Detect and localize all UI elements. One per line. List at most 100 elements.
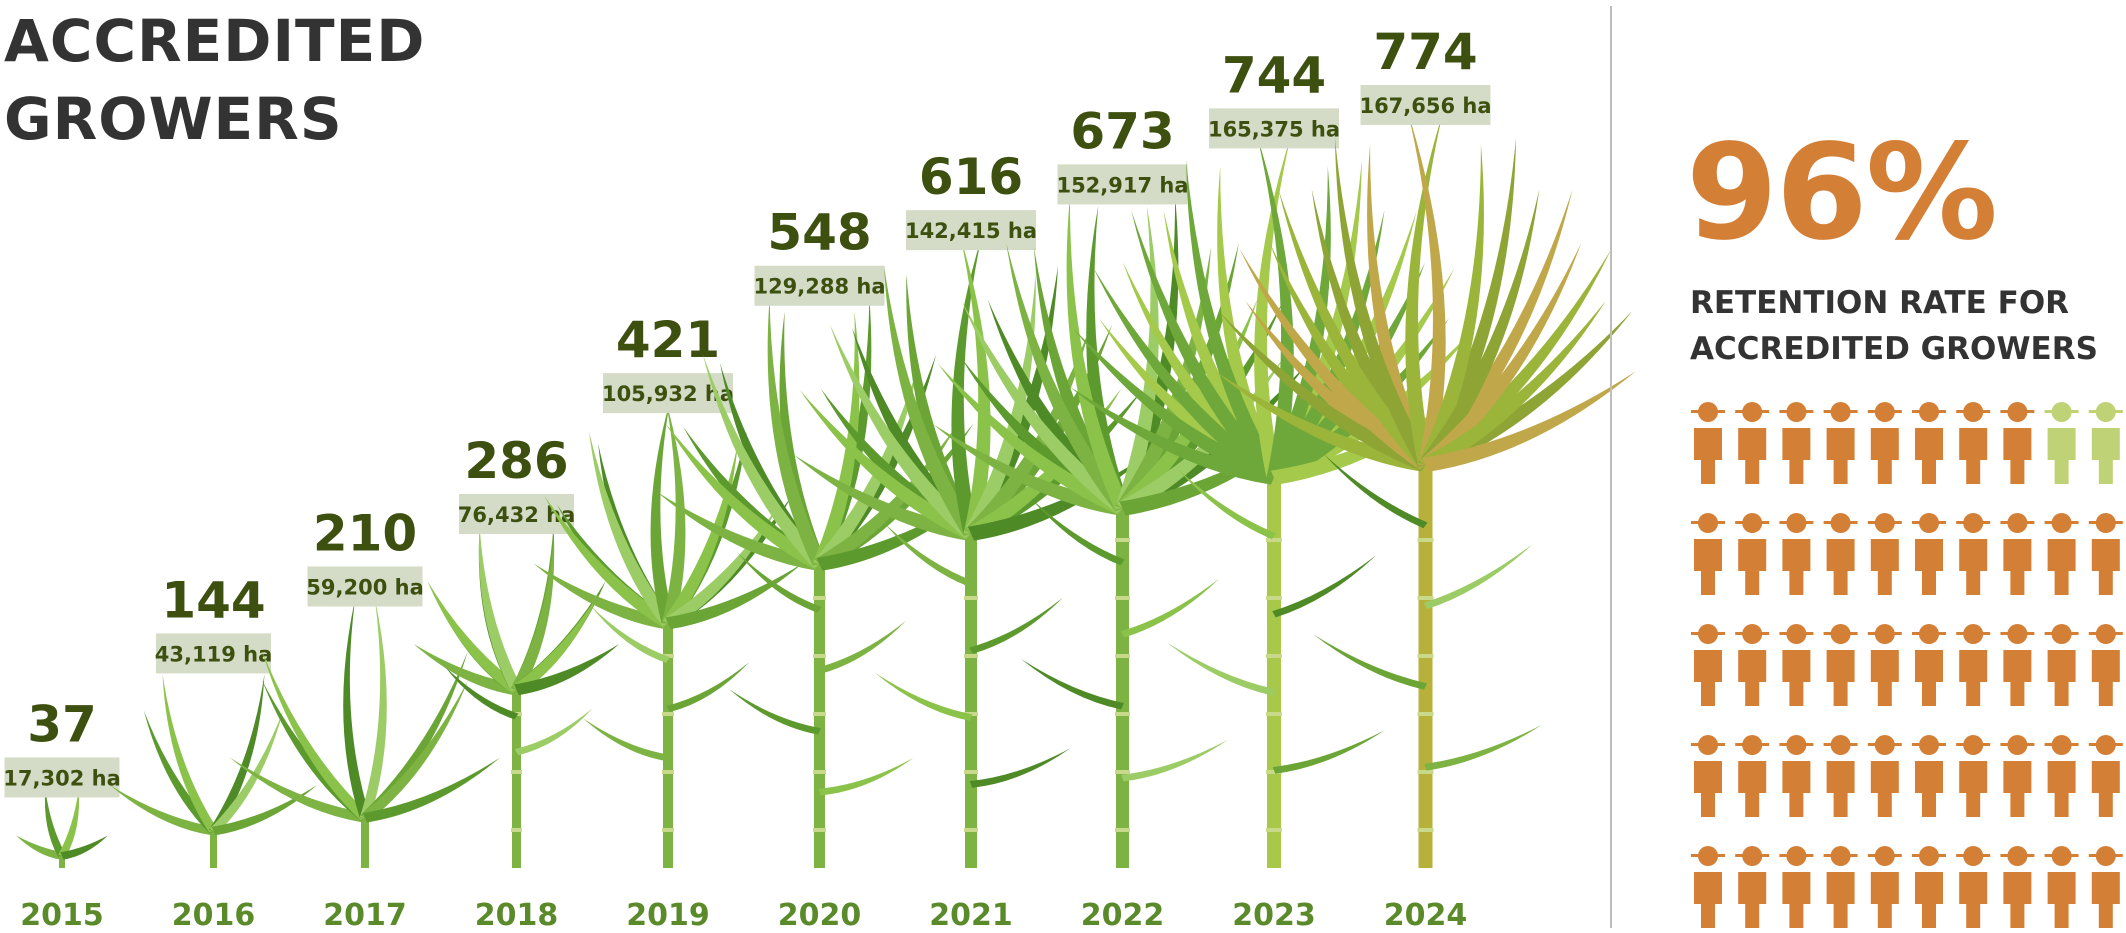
plant-leaf bbox=[874, 672, 973, 721]
plant-leaf bbox=[1272, 555, 1377, 618]
plant-leaf bbox=[656, 491, 823, 571]
plant-leaf bbox=[1323, 454, 1428, 529]
plant-bar bbox=[16, 788, 108, 868]
stem-node bbox=[1115, 654, 1130, 658]
plant-leaf bbox=[1423, 543, 1533, 609]
grower-count-label: 774 bbox=[1373, 23, 1477, 81]
stem-node bbox=[662, 770, 674, 774]
plant-leaf bbox=[590, 606, 671, 663]
farmer-person-icon bbox=[1691, 513, 1725, 595]
plant-leaf bbox=[969, 597, 1063, 654]
plant-leaf bbox=[1257, 135, 1294, 479]
plant-leaf bbox=[816, 491, 983, 571]
year-tick-label: 2023 bbox=[1232, 898, 1316, 933]
title-line-1: ACCREDITED bbox=[4, 7, 426, 75]
plant-stem bbox=[361, 817, 369, 868]
plant-leaf bbox=[967, 454, 1149, 541]
farmer-person-icon bbox=[2044, 513, 2079, 595]
plant-leaf bbox=[1117, 357, 1285, 515]
plant-leaf bbox=[362, 757, 501, 823]
plant-leaf bbox=[1119, 424, 1313, 516]
plant-stem bbox=[512, 689, 521, 868]
stem-node bbox=[964, 654, 978, 658]
farmer-person-icon bbox=[1735, 513, 1770, 595]
farmer-person-icon bbox=[1912, 846, 1946, 928]
grower-count-label: 210 bbox=[313, 504, 417, 562]
stem-node bbox=[964, 828, 978, 832]
plant-leaf bbox=[1186, 160, 1282, 480]
area-label: 142,415 ha bbox=[905, 219, 1037, 243]
plant-leaf bbox=[1254, 135, 1291, 479]
plant-leaf bbox=[1268, 318, 1450, 484]
farmer-person-icon bbox=[1735, 846, 1770, 928]
farmer-person-icon bbox=[1779, 513, 1814, 595]
plant-stem bbox=[210, 831, 217, 868]
stem-node bbox=[1266, 654, 1282, 658]
stem-node bbox=[1266, 712, 1282, 716]
farmer-person-icon bbox=[1912, 513, 1946, 595]
farmer-person-icon bbox=[1779, 735, 1814, 817]
area-label-box bbox=[4, 757, 120, 798]
plant-leaf bbox=[817, 620, 907, 674]
farmer-person-icon bbox=[1691, 846, 1725, 928]
farmer-person-icon bbox=[2088, 846, 2123, 928]
plant-leaf bbox=[514, 708, 593, 756]
area-label-box bbox=[156, 633, 271, 674]
stem-node bbox=[813, 828, 826, 832]
farmer-person-icon bbox=[1691, 624, 1725, 706]
plant-leaf bbox=[109, 784, 216, 836]
plant-leaf bbox=[211, 784, 318, 836]
plant-leaf bbox=[818, 757, 914, 796]
plant-leaf bbox=[533, 563, 671, 630]
stem-node bbox=[813, 654, 826, 658]
plant-leaf bbox=[1272, 730, 1385, 774]
farmer-person-icon bbox=[1956, 402, 1991, 484]
plant-leaf bbox=[582, 718, 670, 762]
farmer-person-icon bbox=[2088, 402, 2123, 484]
plant-leaf bbox=[444, 666, 519, 720]
farmer-person-icon bbox=[1867, 735, 1902, 817]
plant-stem bbox=[663, 623, 673, 868]
farmer-person-icon bbox=[1912, 735, 1946, 817]
plant-leaf bbox=[767, 298, 827, 566]
farmer-person-icon bbox=[1867, 402, 1902, 484]
plant-leaf bbox=[58, 788, 80, 857]
plant-leaf bbox=[44, 788, 66, 857]
area-label: 59,200 ha bbox=[306, 575, 423, 599]
farmer-person-icon bbox=[1779, 402, 1814, 484]
plant-stem bbox=[814, 564, 825, 868]
stem-node bbox=[1266, 828, 1282, 832]
plant-bar bbox=[109, 674, 318, 868]
farmer-person-icon bbox=[1867, 513, 1902, 595]
stem-node bbox=[1417, 828, 1434, 832]
farmer-person-icon bbox=[2000, 846, 2035, 928]
plant-leaf bbox=[514, 644, 620, 696]
plant-leaf bbox=[1419, 242, 1582, 470]
year-tick-label: 2018 bbox=[475, 898, 559, 933]
stem-node bbox=[1115, 828, 1130, 832]
year-tick-label: 2019 bbox=[626, 898, 710, 933]
stem-node bbox=[813, 596, 826, 600]
stem-node bbox=[1417, 712, 1434, 716]
plant-leaf bbox=[665, 563, 803, 630]
area-label-box bbox=[1209, 108, 1339, 149]
farmer-person-icon bbox=[1735, 624, 1770, 706]
stem-node bbox=[964, 770, 978, 774]
stem-node bbox=[662, 712, 674, 716]
farmer-person-icon bbox=[2088, 513, 2123, 595]
farmer-person-icon bbox=[1823, 735, 1858, 817]
title-line-2: GROWERS bbox=[4, 85, 343, 153]
retention-percent: 96% bbox=[1686, 116, 1998, 270]
farmer-person-icon bbox=[1956, 846, 1991, 928]
plant-bar bbox=[413, 525, 620, 868]
plant-leaf bbox=[1418, 137, 1517, 467]
year-tick-label: 2024 bbox=[1384, 898, 1468, 933]
area-label: 43,119 ha bbox=[155, 642, 272, 666]
farmer-person-icon bbox=[1956, 735, 1991, 817]
plant-leaf bbox=[663, 504, 779, 628]
plant-leaf bbox=[1424, 724, 1543, 771]
farmer-person-icon bbox=[1691, 402, 1725, 484]
plant-bar bbox=[656, 298, 983, 868]
plant-bar bbox=[229, 598, 501, 868]
plant-stem bbox=[59, 855, 65, 868]
